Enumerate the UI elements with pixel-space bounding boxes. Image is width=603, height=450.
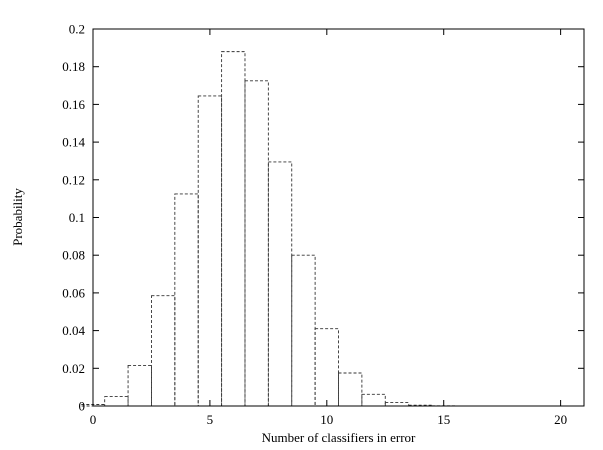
y-tick-label: 0.06 bbox=[62, 285, 85, 300]
histogram-bar-3 bbox=[150, 295, 176, 407]
histogram-bar-9 bbox=[291, 254, 316, 407]
x-tick-label: 10 bbox=[320, 412, 333, 427]
histogram-bar-8 bbox=[267, 161, 293, 407]
histogram-bar-7 bbox=[244, 80, 269, 407]
histogram-bar-10 bbox=[314, 328, 339, 407]
y-tick-label: 0.02 bbox=[62, 361, 85, 376]
y-tick-label: 0.12 bbox=[62, 172, 85, 187]
x-tick-label: 5 bbox=[207, 412, 214, 427]
histogram-bar-13 bbox=[384, 402, 410, 407]
histogram-bar-4 bbox=[174, 193, 199, 407]
tick-labels-group: 0 5 10 15 20 0 0.02 0.04 0.06 0.08 0.1 0.12 0.14 0.16… bbox=[62, 22, 567, 428]
x-tick-label: 15 bbox=[437, 412, 450, 427]
histogram-bar-2 bbox=[127, 365, 152, 407]
histogram-bar-5 bbox=[197, 95, 223, 407]
plot-frame bbox=[92, 28, 585, 407]
x-tick-label: 0 bbox=[90, 412, 97, 427]
y-tick-label: 0.1 bbox=[69, 210, 85, 225]
y-tick-label: 0.08 bbox=[62, 248, 85, 263]
histogram-bar-1 bbox=[104, 396, 129, 407]
histogram-bar-11 bbox=[338, 372, 363, 407]
y-tick-label: 0 bbox=[79, 399, 86, 414]
x-axis-title: Number of classifiers in error bbox=[262, 430, 416, 445]
y-tick-label: 0.18 bbox=[62, 59, 85, 74]
y-tick-label: 0.04 bbox=[62, 323, 85, 338]
histogram-bar-6 bbox=[221, 51, 246, 407]
y-axis-title: Probability bbox=[10, 188, 25, 246]
histogram-bar-12 bbox=[361, 393, 386, 407]
y-tick-label: 0.14 bbox=[62, 135, 85, 150]
ticks-group bbox=[92, 28, 584, 407]
x-tick-label: 20 bbox=[554, 412, 567, 427]
y-tick-label: 0.2 bbox=[69, 22, 85, 37]
y-tick-label: 0.16 bbox=[62, 97, 85, 112]
bars-group bbox=[80, 51, 456, 407]
